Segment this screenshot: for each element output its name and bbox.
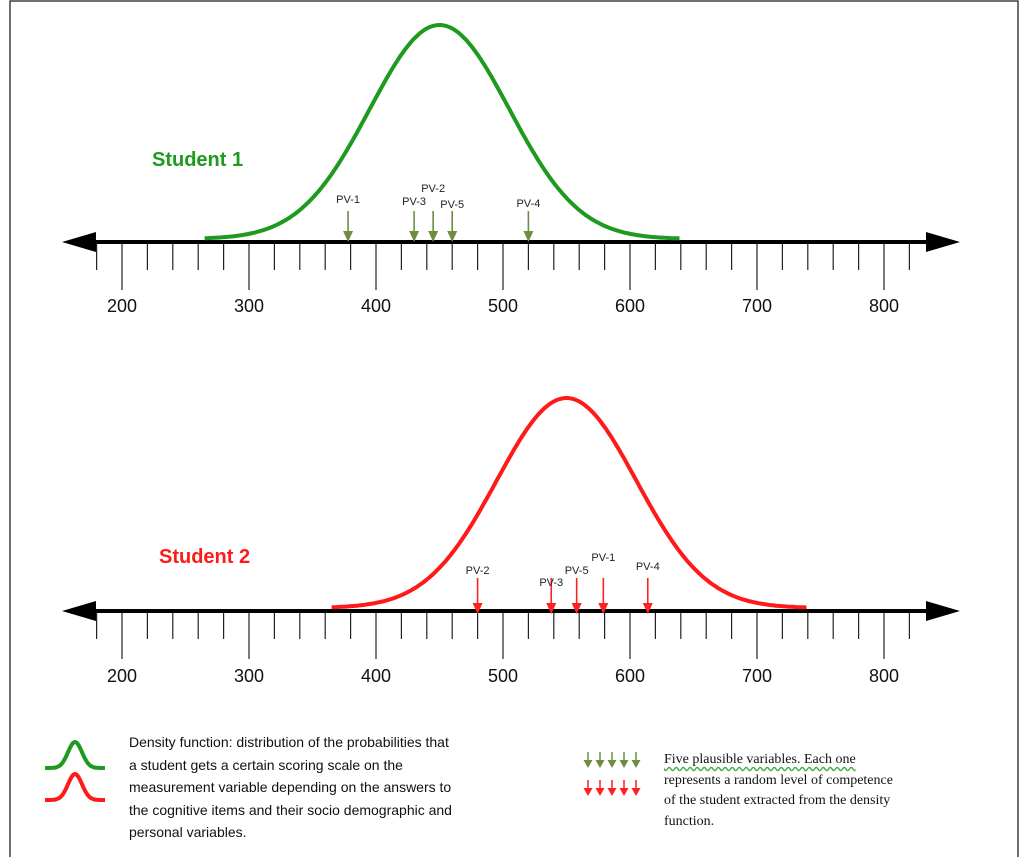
green-density-curve-icon [45,739,105,770]
pv-arrow-head [571,603,582,614]
pv-label: PV-4 [516,198,540,210]
red-density-curve-icon [45,771,105,802]
legend-arrow-head [595,788,605,796]
student-label: Student 1 [152,149,243,171]
tick-label: 300 [234,296,264,316]
pv-label: PV-5 [440,199,464,211]
tick-label: 800 [869,666,899,686]
tick-label: 200 [107,296,137,316]
pv-label: PV-3 [539,577,563,589]
legend-arrow-head [583,760,593,768]
pv-line-4: function. [664,813,715,829]
density-line-5: personal variables. [129,824,247,840]
pv-label: PV-2 [466,565,490,577]
tick-label: 400 [361,296,391,316]
legend-arrow-head [631,760,641,768]
pv-label: PV-1 [336,194,360,206]
legend-arrow-head [619,760,629,768]
density-line-1: Density function: distribution of the pr… [129,734,449,750]
diagram-border [9,0,1019,857]
pv-arrow-head [428,231,439,242]
density-curve [331,396,807,610]
legend-arrow-head [631,788,641,796]
density-function-description: Density function: distribution of the pr… [129,731,569,844]
legend-arrow-head [583,788,593,796]
tick-label: 700 [742,666,772,686]
tick-label: 500 [488,296,518,316]
pv-arrow-head [343,231,354,242]
pv-arrow-head [472,603,483,614]
density-line-3: measurement variable depending on the an… [129,779,452,795]
pv-label: PV-2 [421,183,445,195]
legend-arrow-head [595,760,605,768]
legend-arrow-head [607,788,617,796]
tick-label: 500 [488,666,518,686]
tick-label: 700 [742,296,772,316]
pv-arrow-head [642,603,653,614]
pv-label: PV-4 [636,561,660,573]
number-line-left-arrowhead [62,601,96,621]
pv-label: PV-1 [591,552,615,564]
student-label: Student 2 [159,546,250,568]
pv-arrow-head [523,231,534,242]
legend-icons [45,739,641,802]
tick-label: 200 [107,666,137,686]
pv-label: PV-5 [565,565,589,577]
pv-arrow-head [409,231,420,242]
density-curve [204,23,680,241]
pv-arrow-head [447,231,458,242]
pv-line-2: represents a random level of competence [664,772,893,788]
legend-arrow-head [607,760,617,768]
plausible-variables-description: Five plausible variables. Each one repre… [664,750,1004,832]
density-line-4: the cognitive items and their socio demo… [129,801,452,818]
green-arrows-icon [583,752,641,768]
number-line-right-arrowhead [926,232,960,252]
pv-arrow-head [598,603,609,614]
legend-arrow-head [619,788,629,796]
number-line-right-arrowhead [926,601,960,621]
tick-label: 800 [869,296,899,316]
number-line-left-arrowhead [62,232,96,252]
pv-arrow-head [546,603,557,614]
tick-label: 300 [234,666,264,686]
density-line-2: a student gets a certain scoring scale o… [129,756,403,773]
red-arrows-icon [583,780,641,796]
tick-label: 600 [615,296,645,316]
pv-line-1: Five plausible variables. Each one [664,752,856,767]
tick-label: 400 [361,666,391,686]
pv-label: PV-3 [402,196,426,208]
pv-line-3: of the student extracted from the densit… [664,793,891,808]
tick-label: 600 [615,666,645,686]
